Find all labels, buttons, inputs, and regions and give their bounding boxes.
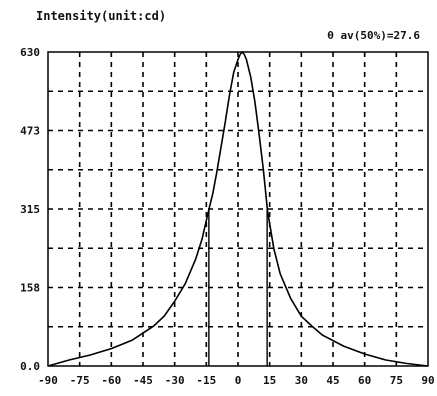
y-tick-label: 315 <box>20 203 40 216</box>
x-tick-label: -45 <box>133 374 153 387</box>
axis-layer: 0.0 158 315 473 630 -90 -75 -60 -45 -30 -15 0 15 30 45… <box>20 46 435 387</box>
x-tick-label: -75 <box>70 374 90 387</box>
plot-frame <box>47 51 429 367</box>
x-tick-label: -15 <box>196 374 216 387</box>
grid <box>48 52 428 366</box>
x-tick-label: -90 <box>38 374 58 387</box>
x-tick-label: -30 <box>165 374 185 387</box>
y-tick-label: 473 <box>20 124 40 137</box>
half-angle-annotation: θ av(50%)=27.6 <box>327 29 420 42</box>
y-tick-label: 158 <box>20 281 40 294</box>
intensity-curve <box>47 50 429 367</box>
chart-title: Intensity(unit:cd) <box>36 9 166 23</box>
x-tick-label: 15 <box>263 374 276 387</box>
x-tick-label: 0 <box>235 374 242 387</box>
x-tick-label: 30 <box>295 374 308 387</box>
y-tick-label: 630 <box>20 46 40 59</box>
x-tick-label: 60 <box>358 374 371 387</box>
x-tick-label: 90 <box>421 374 434 387</box>
y-tick-label: 0.0 <box>20 360 40 373</box>
x-tick-label: -60 <box>101 374 121 387</box>
x-tick-label: 45 <box>326 374 339 387</box>
curve-layer <box>47 50 429 367</box>
x-tick-label: 75 <box>390 374 403 387</box>
